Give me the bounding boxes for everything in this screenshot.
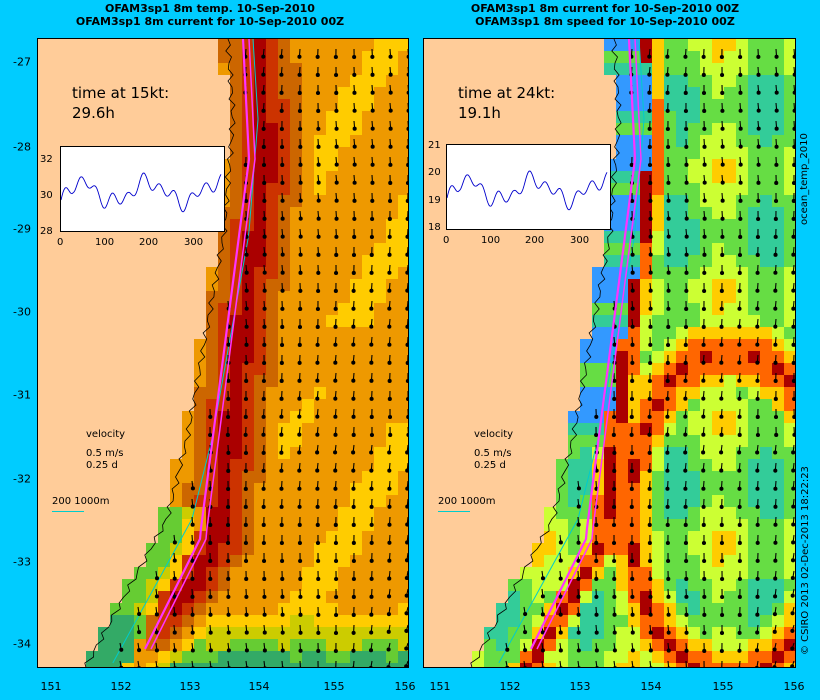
lat-label: -28 <box>13 140 31 154</box>
right-title-line1: OFAM3sp1 8m current for 10-Sep-2010 00Z <box>470 2 740 15</box>
inset-y-tick: 32 <box>40 154 53 165</box>
speed-map-panel[interactable]: time at 24kt: 19.1h 21 20 19 18 0 100 20… <box>423 38 796 668</box>
lon-label: 151 <box>429 680 451 693</box>
inset-x-tick: 100 <box>95 237 115 248</box>
inset-timeseries-plot <box>60 146 225 232</box>
lat-label: -33 <box>13 555 31 569</box>
credit-text: © CSIRO 2013 02-Dec-2013 18:22:23 <box>800 466 811 655</box>
time-value: 19.1h <box>458 104 501 122</box>
inset-x-tick: 100 <box>481 235 501 246</box>
velocity-legend-speed: 0.5 m/s <box>474 448 512 459</box>
inset-timeseries-line <box>447 170 608 211</box>
velocity-legend-title: velocity <box>474 429 514 440</box>
lon-label: 154 <box>248 680 270 693</box>
depth-legend: 200 1000m <box>52 496 110 507</box>
depth-scale-line <box>52 511 84 512</box>
velocity-legend-speed: 0.5 m/s <box>86 448 124 459</box>
inset-x-tick: 0 <box>443 235 450 246</box>
left-panel-title: OFAM3sp1 8m temp. 10-Sep-2010 OFAM3sp1 8… <box>20 2 400 28</box>
inset-x-tick: 300 <box>184 237 204 248</box>
lon-label: 151 <box>40 680 62 693</box>
inset-y-tick: 20 <box>428 167 441 178</box>
lat-label: -34 <box>13 637 31 651</box>
lon-label: 152 <box>110 680 132 693</box>
time-label: time at 24kt: <box>458 84 556 102</box>
speed-field-map <box>470 39 795 667</box>
time-value: 29.6h <box>72 104 115 122</box>
inset-x-tick: 200 <box>525 235 545 246</box>
lat-label: -29 <box>13 222 31 236</box>
lon-label: 152 <box>499 680 521 693</box>
temperature-map-panel[interactable]: time at 15kt: 29.6h 32 30 28 0 100 200 3… <box>37 38 409 668</box>
inset-y-tick: 19 <box>428 195 441 206</box>
inset-y-tick: 30 <box>40 190 53 201</box>
velocity-legend-title: velocity <box>86 429 126 440</box>
time-label: time at 15kt: <box>72 84 170 102</box>
right-title-line2: OFAM3sp1 8m speed for 10-Sep-2010 00Z <box>475 15 735 28</box>
lon-label: 155 <box>712 680 734 693</box>
inset-y-tick: 18 <box>428 222 441 233</box>
lon-label: 156 <box>783 680 805 693</box>
right-panel-title: OFAM3sp1 8m current for 10-Sep-2010 00Z … <box>415 2 795 28</box>
longitude-axis: 151 152 153 154 155 156 151 152 153 154 … <box>0 680 820 698</box>
inset-y-tick: 21 <box>428 140 441 151</box>
lon-label: 153 <box>569 680 591 693</box>
lat-label: -30 <box>13 305 31 319</box>
lon-label: 156 <box>394 680 416 693</box>
lat-label: -27 <box>13 55 31 69</box>
velocity-legend-duration: 0.25 d <box>86 460 118 471</box>
left-title-line1: OFAM3sp1 8m temp. 10-Sep-2010 <box>105 2 315 15</box>
inset-x-tick: 200 <box>139 237 159 248</box>
latitude-axis: -27 -28 -29 -30 -31 -32 -33 -34 <box>0 0 37 700</box>
lon-label: 155 <box>323 680 345 693</box>
inset-timeseries-line <box>61 172 222 213</box>
lat-label: -32 <box>13 472 31 486</box>
lon-label: 153 <box>179 680 201 693</box>
velocity-legend-duration: 0.25 d <box>474 460 506 471</box>
inset-x-tick: 300 <box>570 235 590 246</box>
lat-label: -31 <box>13 388 31 402</box>
lon-label: 154 <box>640 680 662 693</box>
left-title-line2: OFAM3sp1 8m current for 10-Sep-2010 00Z <box>75 15 345 28</box>
inset-x-tick: 0 <box>57 237 64 248</box>
inset-y-tick: 28 <box>40 226 53 237</box>
depth-legend: 200 1000m <box>438 496 496 507</box>
inset-timeseries-plot <box>446 144 611 230</box>
depth-scale-line <box>438 511 470 512</box>
temperature-field-map <box>84 39 408 667</box>
right-edge-label: ocean_temp_2010 <box>799 133 810 225</box>
